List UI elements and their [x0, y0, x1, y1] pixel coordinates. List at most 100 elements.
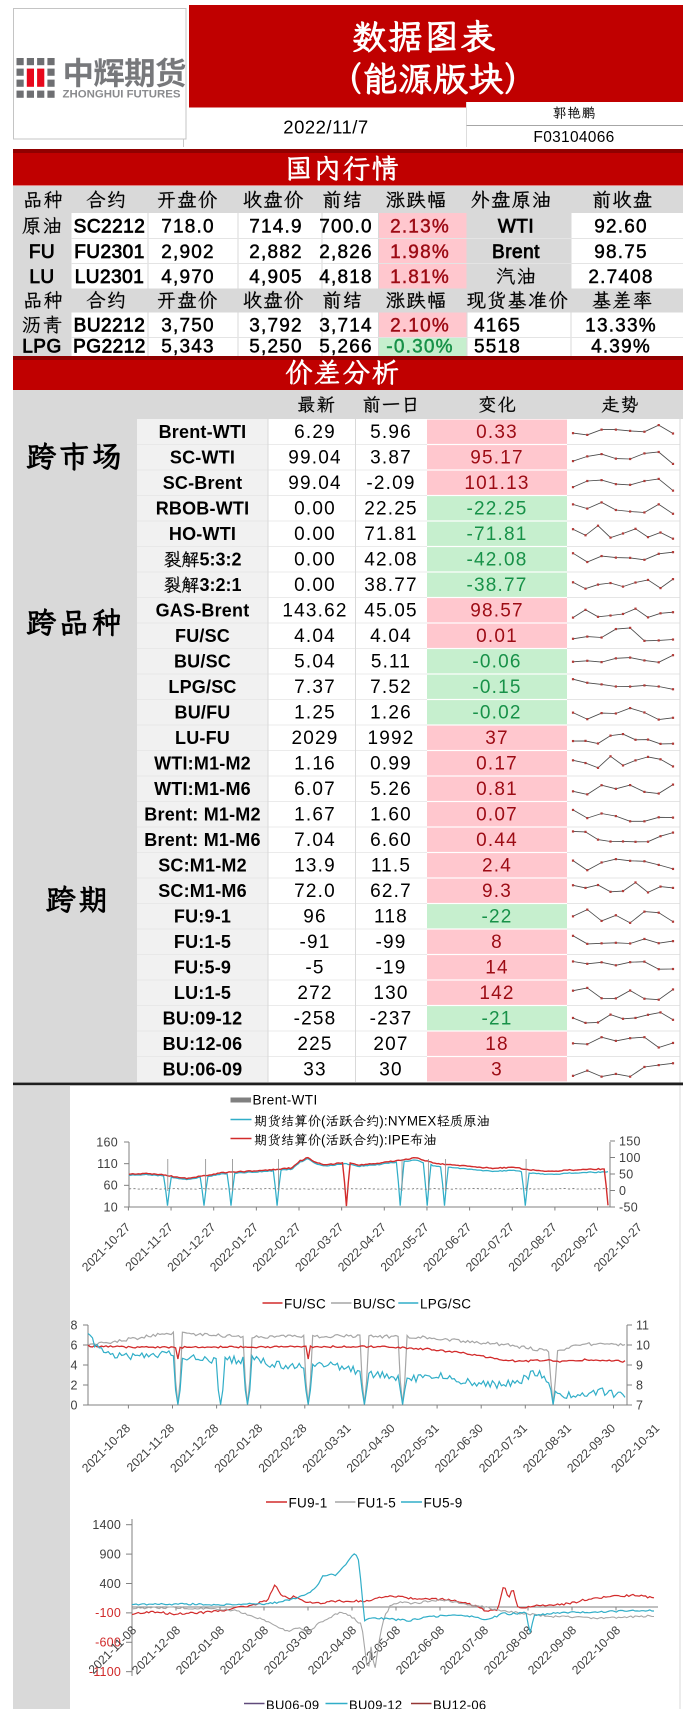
svg-text:LU:1-5: LU:1-5	[174, 983, 231, 1003]
svg-text:FU2301: FU2301	[74, 242, 145, 263]
svg-text:0.99: 0.99	[370, 754, 412, 775]
svg-text:LU-FU: LU-FU	[175, 728, 230, 748]
svg-text:-99: -99	[375, 932, 406, 953]
svg-text:6.60: 6.60	[370, 830, 412, 851]
svg-text:7: 7	[636, 1398, 643, 1412]
svg-text:96: 96	[303, 907, 327, 928]
svg-text:1.81%: 1.81%	[390, 267, 450, 288]
svg-text:BU/FU: BU/FU	[175, 703, 231, 723]
svg-text:700.0: 700.0	[319, 217, 373, 238]
svg-text:0.00: 0.00	[294, 550, 336, 571]
svg-text:0: 0	[71, 1398, 78, 1412]
svg-text:130: 130	[373, 983, 408, 1004]
svg-text:4.04: 4.04	[370, 626, 412, 647]
svg-text:SC-WTI: SC-WTI	[170, 448, 235, 468]
svg-text:FU/SC: FU/SC	[284, 1296, 326, 1311]
svg-text:42.08: 42.08	[364, 550, 418, 571]
svg-text:Brent: M1-M6: Brent: M1-M6	[144, 830, 260, 850]
svg-text:BU:12-06: BU:12-06	[163, 1034, 243, 1054]
svg-text:92.60: 92.60	[594, 217, 648, 238]
svg-text:3:2:1: 3:2:1	[199, 575, 241, 595]
svg-text:4.04: 4.04	[294, 626, 336, 647]
svg-text:1.26: 1.26	[370, 703, 412, 724]
svg-text:LU: LU	[29, 267, 54, 288]
svg-text:-5: -5	[305, 958, 324, 979]
svg-text:5,266: 5,266	[319, 337, 373, 358]
svg-text:900: 900	[100, 1547, 121, 1561]
svg-text:FU5-9: FU5-9	[424, 1495, 463, 1510]
svg-text:FU:5-9: FU:5-9	[174, 958, 231, 978]
svg-text:9: 9	[636, 1358, 643, 1372]
svg-text:5.11: 5.11	[371, 652, 411, 673]
svg-text:5,250: 5,250	[249, 337, 303, 358]
svg-text:0.00: 0.00	[294, 575, 336, 596]
svg-text:-0.15: -0.15	[472, 677, 521, 698]
svg-text:Brent-WTI: Brent-WTI	[159, 422, 247, 442]
svg-text:10: 10	[636, 1338, 650, 1352]
svg-text:1.25: 1.25	[294, 703, 336, 724]
svg-text:3,792: 3,792	[249, 316, 303, 337]
svg-text:6.29: 6.29	[294, 422, 336, 443]
svg-text:5:3:2: 5:3:2	[199, 550, 241, 570]
svg-text:-22.25: -22.25	[466, 499, 527, 520]
svg-text:71.81: 71.81	[364, 524, 418, 545]
svg-text:2.4: 2.4	[482, 856, 512, 877]
svg-text:FU:9-1: FU:9-1	[174, 907, 231, 927]
svg-text:272: 272	[297, 983, 332, 1004]
svg-text:6.07: 6.07	[294, 779, 336, 800]
svg-text:62.7: 62.7	[370, 881, 412, 902]
svg-text:3.87: 3.87	[370, 448, 412, 469]
svg-text:-0.06: -0.06	[472, 652, 521, 673]
svg-text:4,970: 4,970	[161, 267, 215, 288]
svg-text:-258: -258	[294, 1009, 337, 1030]
svg-text:8: 8	[491, 932, 503, 953]
svg-text:2029: 2029	[291, 728, 338, 749]
svg-text:BU06-09: BU06-09	[266, 1698, 319, 1709]
svg-text:LPG/SC: LPG/SC	[168, 677, 236, 697]
svg-text:(: (	[321, 1114, 326, 1129]
svg-text:38.77: 38.77	[364, 575, 418, 596]
svg-text:BU09-12: BU09-12	[349, 1698, 402, 1709]
svg-text:-0.02: -0.02	[472, 703, 521, 724]
svg-text:Brent: Brent	[492, 242, 540, 263]
svg-text:0.44: 0.44	[476, 830, 518, 851]
svg-text:LPG/SC: LPG/SC	[420, 1296, 471, 1311]
svg-text:30: 30	[379, 1060, 403, 1081]
svg-text:22.25: 22.25	[364, 499, 418, 520]
svg-text:2.7408: 2.7408	[588, 267, 653, 288]
svg-text:2.13%: 2.13%	[390, 217, 450, 238]
svg-text:-38.77: -38.77	[466, 575, 527, 596]
svg-text:Brent-WTI: Brent-WTI	[253, 1093, 318, 1108]
svg-text:72.0: 72.0	[294, 881, 336, 902]
svg-text:110: 110	[97, 1157, 118, 1171]
svg-text:FU: FU	[29, 242, 55, 263]
svg-text:37: 37	[485, 728, 509, 749]
svg-text:98.75: 98.75	[594, 242, 648, 263]
svg-text:GAS-Brent: GAS-Brent	[156, 601, 250, 621]
svg-text:142: 142	[479, 983, 514, 1004]
svg-text:BU:06-09: BU:06-09	[163, 1060, 243, 1080]
svg-text:-50: -50	[619, 1200, 638, 1214]
svg-text:):IPE: ):IPE	[379, 1133, 410, 1148]
svg-text:2,882: 2,882	[249, 242, 303, 263]
svg-text:-1100: -1100	[89, 1665, 121, 1679]
svg-text:225: 225	[297, 1034, 332, 1055]
svg-text:0.07: 0.07	[476, 805, 518, 826]
svg-text:SC:M1-M2: SC:M1-M2	[158, 856, 247, 876]
svg-text:5.96: 5.96	[370, 422, 412, 443]
svg-text:(: (	[321, 1133, 326, 1148]
svg-text:7.04: 7.04	[294, 830, 336, 851]
svg-text:2022/11/7: 2022/11/7	[283, 117, 368, 138]
svg-text:WTI:M1-M2: WTI:M1-M2	[154, 754, 251, 774]
svg-text:LPG: LPG	[22, 337, 62, 358]
svg-text:60: 60	[103, 1179, 118, 1193]
svg-text:-91: -91	[299, 932, 330, 953]
svg-text:FU9-1: FU9-1	[289, 1495, 328, 1510]
svg-text:1.98%: 1.98%	[390, 242, 450, 263]
svg-text:SC:M1-M6: SC:M1-M6	[158, 881, 247, 901]
svg-text:4.39%: 4.39%	[591, 337, 651, 358]
svg-text:LU2301: LU2301	[75, 267, 145, 288]
svg-text:9.3: 9.3	[482, 881, 512, 902]
svg-text:50: 50	[619, 1167, 634, 1181]
svg-text:4,818: 4,818	[319, 267, 373, 288]
